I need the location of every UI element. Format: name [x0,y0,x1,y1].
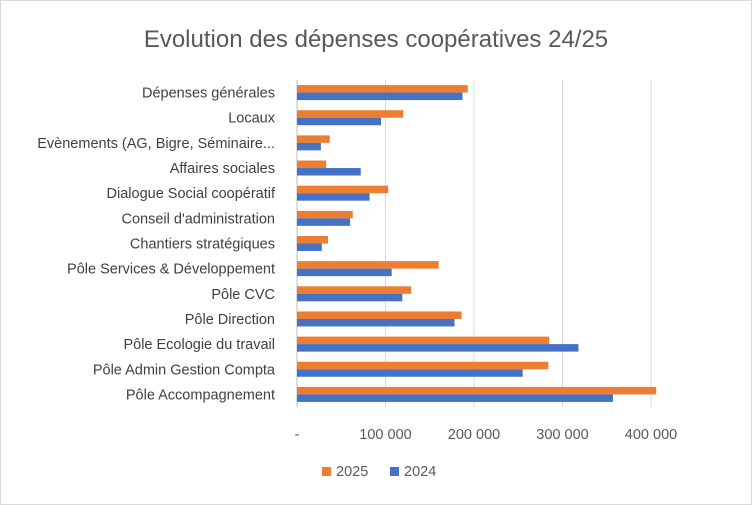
bar-2024-evenements-ag-bigre-seminaire [297,142,321,151]
x-tick-label: 200 000 [448,427,500,443]
legend-swatch-2024 [390,467,399,476]
bar-2024-dialogue-social-cooperatif [297,193,370,201]
bar-2024-conseil-d-administration [297,218,351,226]
bar-2024-pole-services-developpement [297,268,392,277]
x-tick-label: 100 000 [359,427,411,443]
bar-2025-depenses-generales [297,85,468,93]
x-tick-label: 400 000 [625,427,677,443]
x-tick-label: - [295,427,300,443]
category-label: Affaires sociales [170,161,275,177]
bar-2024-pole-accompagnement [297,394,613,402]
bar-2025-dialogue-social-cooperatif [297,185,389,194]
x-tick-label: 300 000 [536,427,588,443]
category-label: Dialogue Social coopératif [107,186,276,202]
bar-2024-pole-cvc [297,293,403,302]
bar-2025-pole-admin-gestion-compta [297,361,549,370]
bar-2024-pole-admin-gestion-compta [297,369,523,377]
bar-2024-pole-ecologie-du-travail [297,344,579,352]
bar-2025-pole-cvc [297,286,412,294]
bar-2025-chantiers-strategiques [297,236,328,244]
legend-swatch-2025 [322,467,331,476]
bars [297,85,657,402]
category-label: Conseil d'administration [122,211,275,227]
category-label: Pôle Accompagnement [126,387,275,403]
chart-title: Evolution des dépenses coopératives 24/2… [144,26,608,53]
legend: 2025 2024 [322,464,436,480]
bar-2025-pole-services-developpement [297,261,439,269]
x-axis-ticks: - 100 000 200 000 300 000 400 000 [295,427,678,443]
category-label: Pôle Services & Développement [67,262,275,278]
category-label: Pôle CVC [211,287,275,303]
legend-label-2024: 2024 [404,464,436,480]
bar-2024-locaux [297,117,382,126]
bar-2024-chantiers-strategiques [297,243,322,251]
category-label: Pôle Direction [185,312,275,328]
bar-2024-depenses-generales [297,92,463,101]
category-label: Evènements (AG, Bigre, Séminaire... [37,136,275,152]
gridlines [296,80,652,407]
bar-2025-pole-ecologie-du-travail [297,336,550,345]
bar-2025-pole-accompagnement [297,386,657,395]
bar-2025-evenements-ag-bigre-seminaire [297,135,330,143]
bar-2024-affaires-sociales [297,168,361,176]
category-label: Pôle Ecologie du travail [123,337,275,353]
bar-2025-affaires-sociales [297,160,327,169]
category-label: Locaux [228,111,276,127]
bar-2025-pole-direction [297,311,462,319]
bar-2024-pole-direction [297,318,455,327]
category-labels: Dépenses générales Locaux Evènements (AG, … [37,86,276,404]
category-label: Dépenses générales [142,86,275,102]
category-label: Pôle Admin Gestion Compta [93,362,276,378]
category-label: Chantiers stratégiques [130,237,275,253]
bar-2025-locaux [297,110,404,118]
legend-label-2025: 2025 [336,464,368,480]
bar-2025-conseil-d-administration [297,210,353,219]
